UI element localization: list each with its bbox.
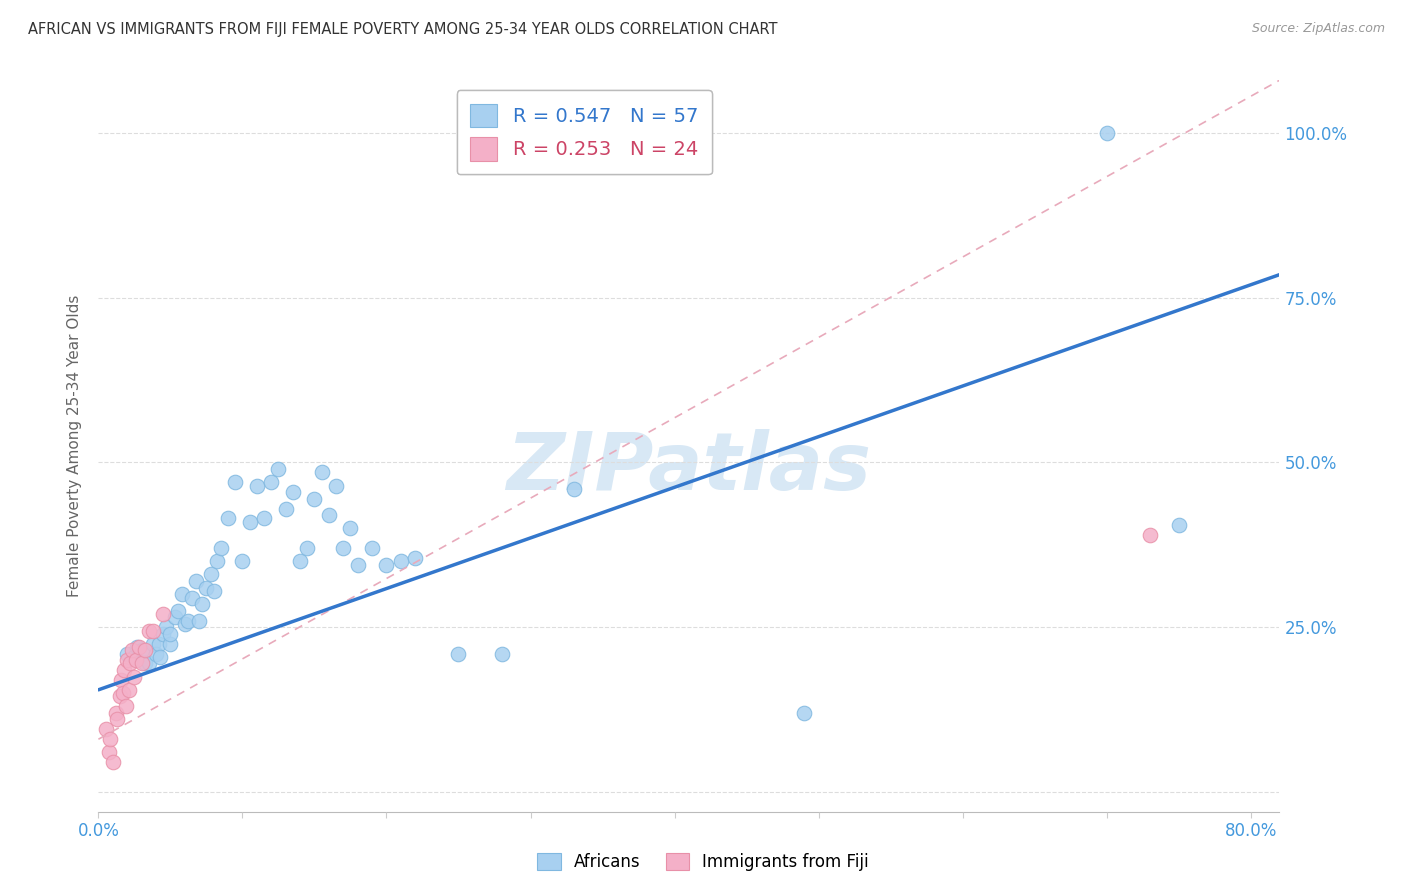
Point: [138, 624, 160, 638]
Point: [108, 690, 131, 704]
Point: [491, 647, 513, 661]
Point: [304, 491, 326, 506]
Point: [188, 614, 211, 628]
Point: [281, 485, 304, 500]
Point: [134, 643, 156, 657]
Point: [311, 466, 333, 480]
Point: [389, 554, 412, 568]
Point: [94, 723, 117, 737]
Point: [128, 640, 150, 654]
Point: [562, 482, 585, 496]
Point: [131, 643, 153, 657]
Point: [246, 478, 269, 492]
Point: [200, 567, 222, 582]
Point: [793, 706, 815, 720]
Point: [114, 699, 136, 714]
Point: [202, 584, 225, 599]
Point: [170, 587, 193, 601]
Point: [177, 614, 200, 628]
Point: [152, 607, 174, 621]
Point: [217, 511, 239, 525]
Point: [224, 475, 246, 490]
Point: [121, 643, 143, 657]
Point: [155, 620, 177, 634]
Point: [152, 627, 174, 641]
Point: [195, 581, 218, 595]
Point: [124, 670, 146, 684]
Legend: R = 0.547   N = 57, R = 0.253   N = 24: R = 0.547 N = 57, R = 0.253 N = 24: [457, 90, 711, 175]
Point: [318, 508, 340, 523]
Point: [159, 627, 181, 641]
Point: [115, 647, 138, 661]
Point: [124, 649, 146, 664]
Point: [191, 597, 214, 611]
Point: [239, 515, 262, 529]
Point: [173, 616, 195, 631]
Point: [361, 541, 384, 556]
Point: [111, 686, 134, 700]
Point: [104, 706, 127, 720]
Point: [253, 511, 276, 525]
Point: [375, 558, 398, 572]
Text: ZIPatlas: ZIPatlas: [506, 429, 872, 507]
Point: [118, 682, 141, 697]
Point: [205, 554, 228, 568]
Point: [186, 574, 208, 588]
Y-axis label: Female Poverty Among 25-34 Year Olds: Female Poverty Among 25-34 Year Olds: [67, 295, 83, 597]
Point: [332, 541, 354, 556]
Legend: Africans, Immigrants from Fiji: Africans, Immigrants from Fiji: [529, 845, 877, 880]
Point: [231, 554, 253, 568]
Point: [105, 713, 128, 727]
Point: [346, 558, 368, 572]
Point: [131, 657, 153, 671]
Point: [163, 610, 186, 624]
Point: [209, 541, 232, 556]
Point: [112, 663, 135, 677]
Point: [149, 649, 172, 664]
Point: [1167, 518, 1189, 533]
Point: [115, 653, 138, 667]
Point: [274, 501, 297, 516]
Point: [101, 756, 124, 770]
Point: [325, 478, 347, 492]
Point: [447, 647, 470, 661]
Point: [181, 591, 204, 605]
Text: AFRICAN VS IMMIGRANTS FROM FIJI FEMALE POVERTY AMONG 25-34 YEAR OLDS CORRELATION: AFRICAN VS IMMIGRANTS FROM FIJI FEMALE P…: [28, 22, 778, 37]
Point: [97, 746, 120, 760]
Point: [260, 475, 283, 490]
Point: [127, 640, 149, 654]
Point: [142, 637, 165, 651]
Point: [288, 554, 311, 568]
Point: [166, 604, 188, 618]
Point: [267, 462, 290, 476]
Point: [339, 521, 361, 535]
Point: [1139, 528, 1161, 542]
Point: [159, 637, 181, 651]
Point: [1095, 126, 1118, 140]
Text: Source: ZipAtlas.com: Source: ZipAtlas.com: [1251, 22, 1385, 36]
Point: [125, 653, 148, 667]
Point: [145, 647, 167, 661]
Point: [134, 657, 156, 671]
Point: [148, 637, 170, 651]
Point: [138, 657, 160, 671]
Point: [110, 673, 132, 687]
Point: [98, 732, 121, 747]
Point: [120, 657, 142, 671]
Point: [142, 624, 165, 638]
Point: [404, 551, 426, 566]
Point: [297, 541, 319, 556]
